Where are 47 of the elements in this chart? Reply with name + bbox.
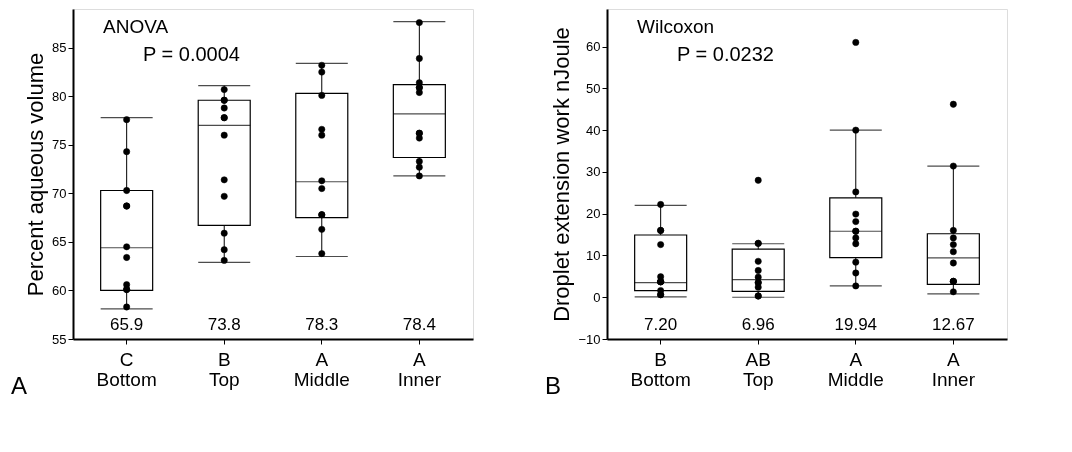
annotation: 19.94 [834,315,878,334]
annotation: 78.4 [402,315,436,334]
y-axis-title: Droplet extension work nJoule [549,27,575,322]
y-tick-label: 55 [52,331,67,347]
y-tick-label: 65 [52,234,67,250]
annotation: ANOVA [103,16,169,37]
y-axis-title: Percent aqueous volume [23,52,49,297]
y-tick-label: 80 [52,88,67,104]
text: A [413,349,426,370]
text: AB [745,349,771,370]
annotation: P = 0.0004 [143,43,240,65]
y-tick-label: 75 [52,137,67,153]
text: B [217,349,231,370]
annotation: Wilcoxon [637,16,715,37]
text: C [119,349,134,370]
y-tick-label: 10 [586,247,601,263]
annotation: 7.20 [644,315,678,334]
y-tick-label: 60 [586,39,601,55]
x-tick-label: Bottom [630,368,691,390]
text: B [654,349,667,370]
x-tick-label: Middle [827,368,884,390]
text: A [947,349,960,370]
annotation: 78.3 [305,315,339,334]
annotation: 73.8 [207,315,241,334]
text: A [849,349,863,370]
y-tick-label: 50 [586,80,601,96]
y-tick-label: 30 [586,164,601,180]
y-tick-label: 0 [593,289,601,305]
y-tick-label: 60 [52,282,67,298]
text: B [545,372,562,399]
annotation: 6.96 [741,315,775,334]
y-tick-label: 70 [52,185,67,201]
x-tick-label: Top [208,368,240,390]
annotation: 65.9 [110,315,144,334]
y-tick-label: 85 [52,40,67,56]
x-tick-label: Inner [397,368,442,390]
y-tick-label: −10 [578,331,601,347]
x-tick-label: Inner [931,368,976,390]
x-tick-label: Bottom [96,368,157,390]
text: A [11,372,28,399]
text: A [315,349,329,370]
x-tick-label: Top [742,368,774,390]
annotation: 12.67 [932,315,975,334]
y-tick-label: 40 [586,122,601,138]
x-tick-label: Middle [293,368,350,390]
y-tick-label: 20 [586,206,601,222]
annotation: P = 0.0232 [677,43,774,65]
